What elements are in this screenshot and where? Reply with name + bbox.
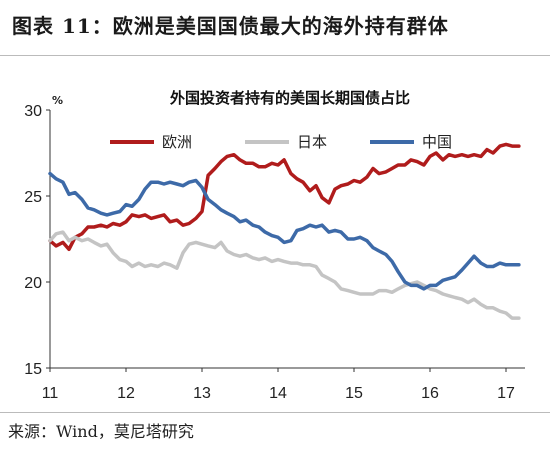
x-tick-label: 14 (269, 385, 287, 402)
y-tick-label: 25 (24, 189, 42, 206)
legend-item: 欧洲 (110, 133, 192, 151)
y-tick-label: 30 (24, 103, 42, 120)
series-line (48, 230, 521, 320)
legend-item: 日本 (245, 133, 327, 151)
chart-title: 外国投资者持有的美国长期国债占比 (169, 89, 410, 107)
series-line (48, 171, 521, 291)
top-divider (0, 55, 550, 56)
x-tick-label: 16 (421, 385, 439, 402)
bottom-divider (0, 412, 550, 413)
legend-label: 欧洲 (162, 133, 192, 151)
chart-legend: 欧洲 日本 中国 (110, 133, 452, 151)
x-tick-label: 12 (117, 385, 135, 402)
x-tick-label: 17 (497, 385, 515, 402)
x-tick-label: 15 (345, 385, 363, 402)
x-tick-label: 13 (193, 385, 211, 402)
legend-item: 中国 (370, 133, 452, 151)
chart-series (48, 142, 521, 320)
y-tick-label: 15 (24, 361, 42, 378)
x-tick-label: 11 (42, 385, 59, 402)
source-note: 来源：Wind，莫尼塔研究 (8, 422, 194, 441)
legend-label: 中国 (422, 133, 452, 151)
y-axis-unit-label: % (52, 94, 63, 107)
chart-axes: 15 20 25 30 11 12 13 14 15 16 17 (24, 103, 525, 402)
figure-title: 图表 11：欧洲是美国国债最大的海外持有群体 (12, 14, 449, 38)
series-line (48, 142, 521, 252)
legend-label: 日本 (297, 133, 327, 151)
y-tick-label: 20 (24, 275, 42, 292)
